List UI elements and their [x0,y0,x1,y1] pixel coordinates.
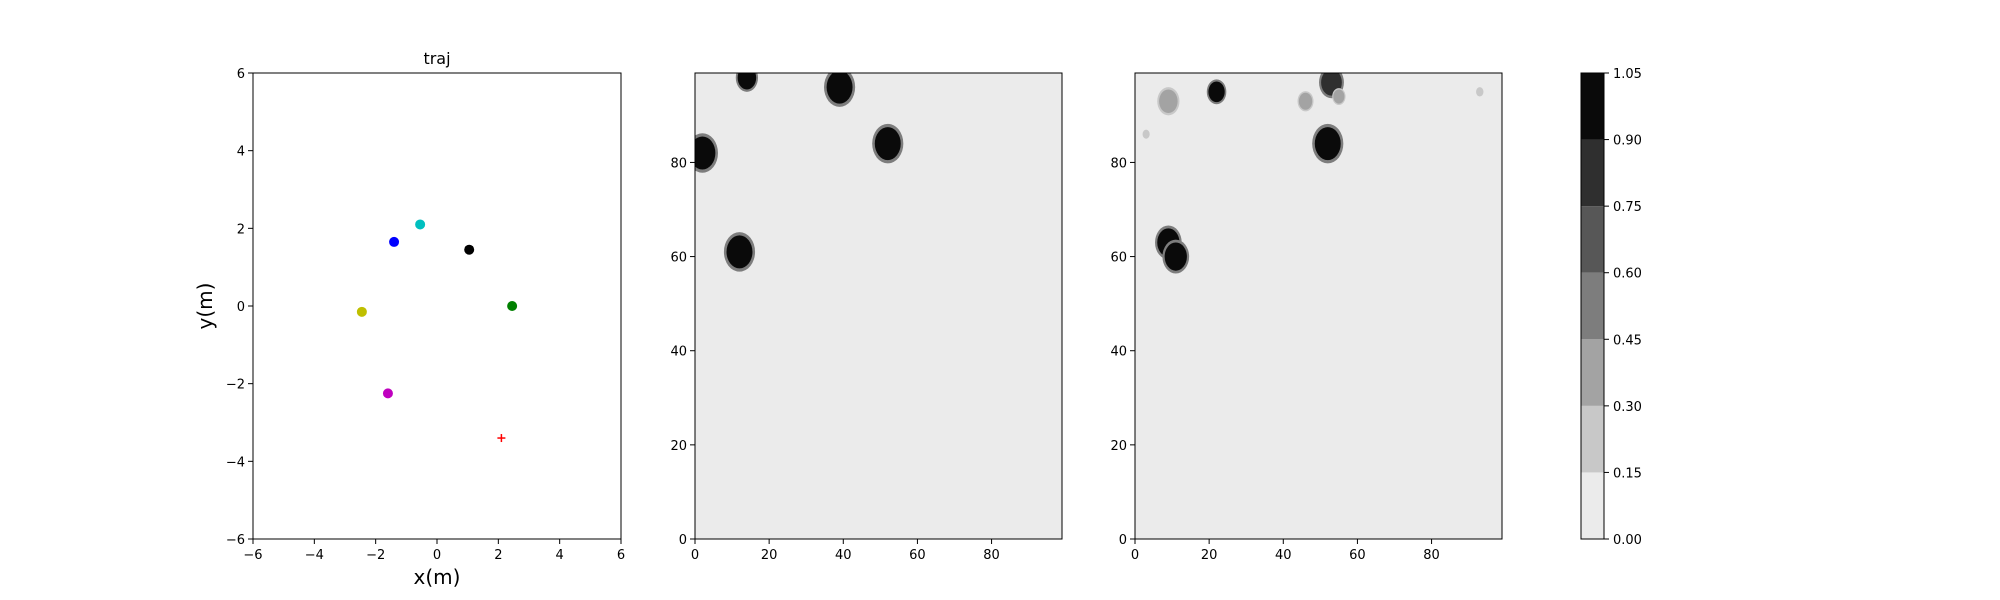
colorbar-tick-label: 0.60 [1613,267,1642,282]
x-tick-label: 60 [1349,548,1366,563]
x-tick-label: 40 [835,548,852,563]
occupancy-heatmap-1: 0 20 40 60 80 0 20 40 60 80 [670,72,1063,563]
y-tick-label: −6 [226,533,245,548]
colorbar-band [1581,472,1604,539]
x-tick-label: 80 [1423,548,1440,563]
y-tick-label: 0 [237,300,245,315]
y-tick-label: 0 [1119,533,1127,548]
x-tick-label: 20 [761,548,778,563]
heatmap-blob [1298,92,1313,110]
colorbar-band [1581,272,1604,340]
x-tick-label: 2 [494,548,502,563]
x-tick-label: 4 [556,548,564,563]
data-points [356,219,518,443]
heatmap-blob [1333,89,1345,104]
x-tick-label: −6 [243,548,262,563]
colorbar-bands [1581,73,1604,539]
y-tick-label: 60 [670,251,687,266]
heatmap-blob [1208,81,1225,103]
colorbar-tick-label: 0.00 [1613,533,1642,548]
heatmap-blob [726,235,753,269]
x-tick-label: 80 [983,548,1000,563]
y-tick-label: −2 [226,378,245,393]
colorbar-tick-label: 0.30 [1613,400,1642,415]
heatmap-blob [695,136,716,170]
y-tick-label: 20 [670,439,687,454]
y-tick-label: 0 [679,533,687,548]
y-tick-label: 80 [670,156,687,171]
x-tick-label: 0 [691,548,699,563]
colorbar-band [1581,139,1604,207]
data-point [389,236,400,247]
y-tick-label: 40 [670,345,687,360]
colorbar-tick-label: 0.45 [1613,333,1642,348]
colorbar-tick-label: 0.75 [1613,200,1642,215]
x-tick-label: 0 [433,548,441,563]
data-point [356,306,367,317]
colorbar: 0.00 0.15 0.30 0.45 0.60 0.75 0.90 1.05 [1580,67,1642,548]
heatmap-blob [1159,89,1178,114]
heatmap-blob [1476,87,1484,97]
y-tick-label: 60 [1110,251,1127,266]
plot-frame [694,72,1063,540]
x-tick-label: 20 [1201,548,1218,563]
y-tick-label: 4 [237,145,245,160]
plot-frame [252,72,622,540]
x-tick-label: 40 [1275,548,1292,563]
chart-title: traj [423,49,450,68]
colorbar-band [1581,206,1604,273]
axis-ticks: −6 −4 −2 0 2 4 6 −6 −4 −2 0 2 4 6 [226,67,625,563]
colorbar-band [1581,405,1604,473]
heatmap-blob [874,127,901,161]
colorbar-band [1581,73,1604,140]
x-tick-label: 60 [909,548,926,563]
axis-ticks: 0 20 40 60 80 0 20 40 60 80 [1110,156,1439,563]
axis-ticks: 0 20 40 60 80 0 20 40 60 80 [670,156,999,563]
trajectory-plot: traj x(m) y(m) −6 −4 −2 0 2 4 6 −6 −4 −2 0 2 4 6 [193,49,625,589]
heatmap-blob [826,73,853,104]
y-axis-label: y(m) [193,283,217,330]
heatmap-blob [737,73,757,90]
heatmap-blob [1314,127,1341,161]
colorbar-frame [1580,72,1605,540]
occupancy-heatmap-2: 0 20 40 60 80 0 20 40 60 80 [1110,72,1503,563]
colorbar-band [1581,339,1604,406]
heatmap-blobs [695,73,904,272]
x-tick-label: −2 [366,548,385,563]
heatmap-blob [1143,130,1150,138]
colorbar-tick-label: 0.15 [1613,466,1642,481]
x-tick-label: −4 [305,548,324,563]
y-tick-label: 80 [1110,156,1127,171]
heatmap-blob [1164,242,1187,271]
data-point [507,301,518,311]
x-tick-label: 6 [617,548,625,563]
colorbar-tick-label: 0.90 [1613,134,1642,149]
heatmap-blobs [1142,73,1485,274]
colorbar-ticks: 0.00 0.15 0.30 0.45 0.60 0.75 0.90 1.05 [1604,67,1642,548]
x-axis-label: x(m) [414,565,461,589]
y-tick-label: 6 [237,67,245,82]
data-point [415,219,426,230]
data-point [382,388,393,399]
y-tick-label: 40 [1110,345,1127,360]
x-tick-label: 0 [1131,548,1139,563]
y-tick-label: −4 [226,455,245,470]
y-tick-label: 2 [237,222,245,237]
colorbar-tick-label: 1.05 [1613,67,1642,82]
y-tick-label: 20 [1110,439,1127,454]
data-point [464,244,475,255]
plot-frame [1134,72,1503,540]
